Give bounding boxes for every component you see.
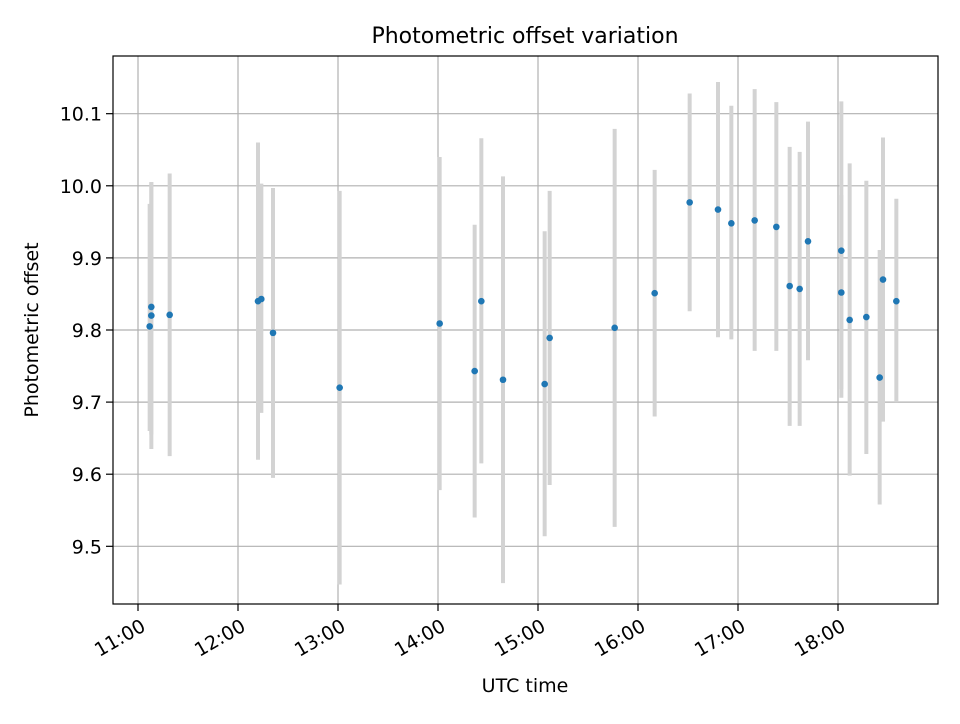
data-point xyxy=(846,316,853,324)
y-tick-label: 10.1 xyxy=(60,104,102,126)
data-point xyxy=(838,247,845,254)
chart-title: Photometric offset variation xyxy=(371,24,678,49)
data-point xyxy=(336,384,343,391)
data-point xyxy=(876,374,883,381)
y-tick-label: 9.9 xyxy=(72,248,102,270)
data-point xyxy=(863,313,870,321)
y-tick-label: 9.8 xyxy=(72,320,102,342)
data-point xyxy=(714,206,722,213)
data-point xyxy=(546,334,553,342)
data-point xyxy=(786,282,793,290)
y-tick-label: 9.6 xyxy=(72,464,102,486)
data-point xyxy=(541,380,548,388)
data-point xyxy=(146,323,153,330)
data-point xyxy=(751,217,758,224)
data-point xyxy=(838,289,845,296)
y-axis-ticks: 9.5 9.6 9.7 9.8 9.9 10.0 10.1 xyxy=(60,104,113,558)
data-point xyxy=(148,303,155,311)
data-point xyxy=(499,376,507,384)
data-point xyxy=(436,320,443,327)
data-point xyxy=(611,324,618,332)
data-point xyxy=(651,289,658,297)
y-tick-label: 9.7 xyxy=(72,392,102,414)
data-point xyxy=(471,367,478,375)
data-point xyxy=(893,297,900,305)
y-tick-label: 9.5 xyxy=(72,536,102,558)
data-point xyxy=(269,329,277,337)
data-point xyxy=(166,311,173,319)
data-point xyxy=(804,238,812,245)
x-axis-label: UTC time xyxy=(482,675,569,697)
data-point xyxy=(728,219,735,227)
y-axis-label: Photometric offset xyxy=(21,242,43,417)
y-tick-label: 10.0 xyxy=(60,176,102,198)
data-point xyxy=(773,223,780,231)
data-point xyxy=(686,199,693,206)
data-point xyxy=(478,297,485,305)
data-points xyxy=(146,199,900,391)
data-point xyxy=(879,276,887,283)
data-point xyxy=(258,295,265,303)
data-point xyxy=(796,285,803,293)
data-point xyxy=(148,312,155,319)
